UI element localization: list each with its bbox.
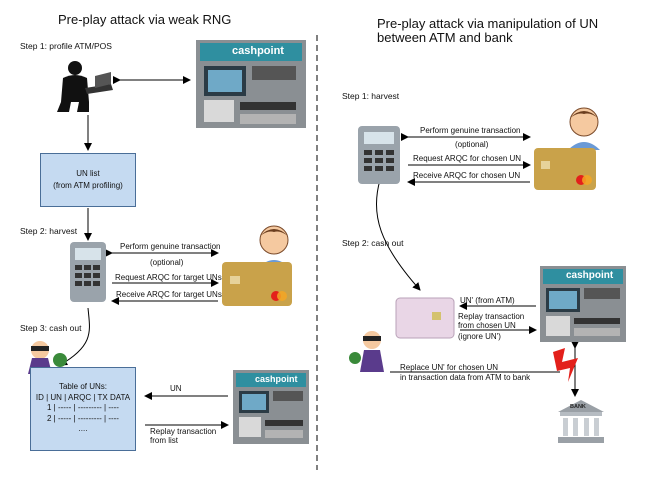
right-step1-label: Step 1: harvest [342,91,400,101]
un-list-title: UN list [76,169,100,178]
left-step2-label: Step 2: harvest [20,226,78,236]
left-request-label: Request ARQC for target UNs [115,273,222,282]
atm-brand-label-2: cashpoint [255,374,298,384]
un-table-title: Table of UNs: [58,382,108,391]
atm-brand-label: cashpoint [232,45,284,57]
unprime-label: UN' (from ATM) [460,296,515,305]
credit-card-left [222,262,292,306]
right-request-label: Request ARQC for chosen UN [413,154,522,163]
replace-line1: Replace UN' for chosen UN [400,363,499,372]
attacker-silhouette [55,58,115,114]
bank-icon: BANK [558,400,604,444]
right-step2-label: Step 2: cash out [342,238,404,248]
right-perform-label: Perform genuine transaction [420,126,521,135]
cardholder-avatar-right [560,104,608,150]
left-title: Pre-play attack via weak RNG [58,12,232,27]
right-receive-label: Receive ARQC for chosen UN [413,171,521,180]
lightning-bolt [553,348,578,382]
pos-terminal-left [68,240,108,304]
left-replay-line2: from list [150,436,178,445]
un-table-row-1: 1 | ----- | --------- | ---- [47,403,119,412]
right-optional-label: (optional) [455,140,489,149]
cashout-curve-right [375,179,421,291]
right-title: Pre-play attack via manipulation of UN b… [377,17,598,45]
un-list-box: UN list (from ATM profiling) [40,153,136,207]
cashout-curve-left [59,307,90,366]
un-table-row-2: 2 | ----- | --------- | ---- [47,413,119,423]
pos-terminal-right [354,124,404,186]
left-step1-label: Step 1: profile ATM/POS [20,41,112,51]
un-table-header: ID | UN | ARQC | TX DATA [35,392,131,402]
right-title-line2: between ATM and bank [377,30,513,45]
atm-machine-right: cashpoint [540,266,626,342]
right-replay-line3: (ignore UN') [458,332,501,341]
replace-line2: in transaction data from ATM to bank [400,373,531,382]
un-table-more: .... [78,424,88,433]
atm-machine-cashout-left: cashpoint [233,370,309,444]
un-table-box: Table of UNs: ID | UN | ARQC | TX DATA 1… [30,367,136,451]
credit-card-right [534,148,596,190]
un-list-subtitle: (from ATM profiling) [53,181,123,190]
left-perform-label: Perform genuine transaction [120,242,221,251]
right-replay-line1: Replay transaction [458,312,525,321]
right-title-line1: Pre-play attack via manipulation of UN [377,16,599,31]
un-arrow-label: UN [170,384,182,393]
left-optional-label: (optional) [150,258,184,267]
right-replay-line2: from chosen UN [458,321,516,330]
thief-icon-right [348,328,394,374]
atm-brand-label-right: cashpoint [566,270,614,281]
left-replay-line1: Replay transaction [150,427,217,436]
bank-label: BANK [570,404,586,410]
cloned-card [395,297,455,339]
left-receive-label: Receive ARQC for target UNs [116,290,222,299]
left-step3-label: Step 3: cash out [20,323,82,333]
atm-machine-profile: cashpoint [196,40,306,128]
